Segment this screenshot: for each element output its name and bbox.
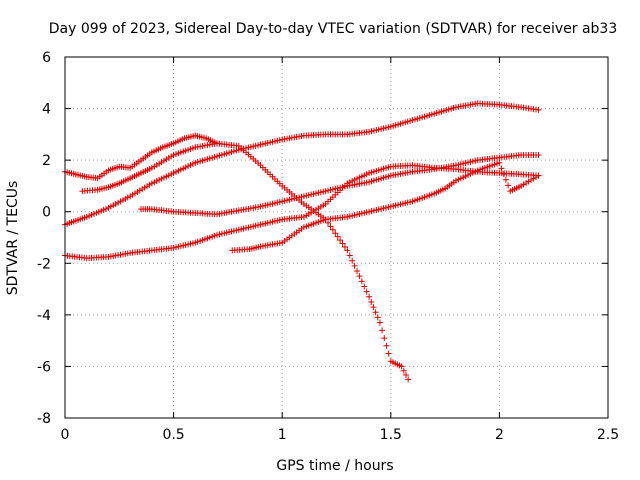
data-point — [351, 262, 358, 269]
data-point — [334, 233, 341, 240]
data-point — [363, 288, 370, 295]
data-point — [505, 182, 512, 189]
data-point — [346, 252, 353, 259]
data-point — [214, 140, 221, 147]
data-point — [376, 319, 383, 326]
series-trace-5 — [62, 132, 221, 182]
x-tick-label: 1.5 — [380, 427, 402, 443]
y-tick-label: 2 — [42, 153, 51, 169]
series-trace-3 — [138, 151, 542, 218]
data-point — [403, 372, 410, 379]
x-tick-label: 2 — [495, 427, 504, 443]
data-point — [332, 230, 339, 237]
x-axis-label: GPS time / hours — [276, 458, 393, 474]
plot-frame — [64, 56, 609, 419]
series-trace-1 — [62, 100, 542, 228]
data-point — [500, 171, 507, 178]
data-point — [341, 243, 348, 250]
y-tick-label: -4 — [37, 308, 51, 324]
data-point — [502, 176, 509, 183]
y-tick-label: -2 — [37, 256, 51, 272]
data-point — [344, 247, 351, 254]
data-point — [337, 237, 344, 244]
data-point — [498, 165, 505, 172]
x-tick-label: 0 — [61, 427, 70, 443]
tick-layer: 0 0.5 1 1.5 2 2.5 -8 -6 -4 -2 0 2 4 6 — [37, 50, 619, 443]
data-point — [361, 283, 368, 290]
data-point — [535, 106, 542, 113]
data-point — [535, 172, 542, 179]
y-tick-label: -6 — [37, 359, 51, 375]
data-point — [383, 342, 390, 349]
data-point — [354, 268, 361, 275]
data-point — [400, 367, 407, 374]
data-point — [535, 151, 542, 158]
data-point — [496, 159, 503, 166]
data-point — [329, 226, 336, 233]
data-point — [366, 293, 373, 300]
series-trace-4 — [79, 140, 412, 383]
series-trace-6 — [229, 159, 542, 254]
data-point — [368, 298, 375, 305]
x-tick-label: 1 — [278, 427, 287, 443]
y-tick-label: 4 — [42, 102, 51, 118]
data-point — [405, 376, 412, 383]
data-point — [370, 304, 377, 311]
data-point — [374, 314, 381, 321]
x-tick-label: 0.5 — [162, 427, 184, 443]
chart-title: Day 099 of 2023, Sidereal Day-to-day VTE… — [49, 21, 618, 37]
data-point — [385, 350, 392, 357]
y-tick-label: 0 — [42, 205, 51, 221]
data-point — [379, 327, 386, 334]
data-point — [339, 240, 346, 247]
y-axis-label: SDTVAR / TECUs — [5, 181, 21, 296]
data-point — [356, 273, 363, 280]
x-tick-label: 2.5 — [597, 427, 619, 443]
y-tick-label: -8 — [37, 411, 51, 427]
data-point — [358, 278, 365, 285]
grid-layer — [65, 57, 608, 418]
data-point — [398, 363, 405, 370]
data-layer — [62, 100, 542, 383]
y-tick-label: 6 — [42, 50, 51, 66]
data-point — [327, 223, 334, 230]
data-point — [372, 309, 379, 316]
data-point — [381, 335, 388, 342]
data-point — [349, 257, 356, 264]
